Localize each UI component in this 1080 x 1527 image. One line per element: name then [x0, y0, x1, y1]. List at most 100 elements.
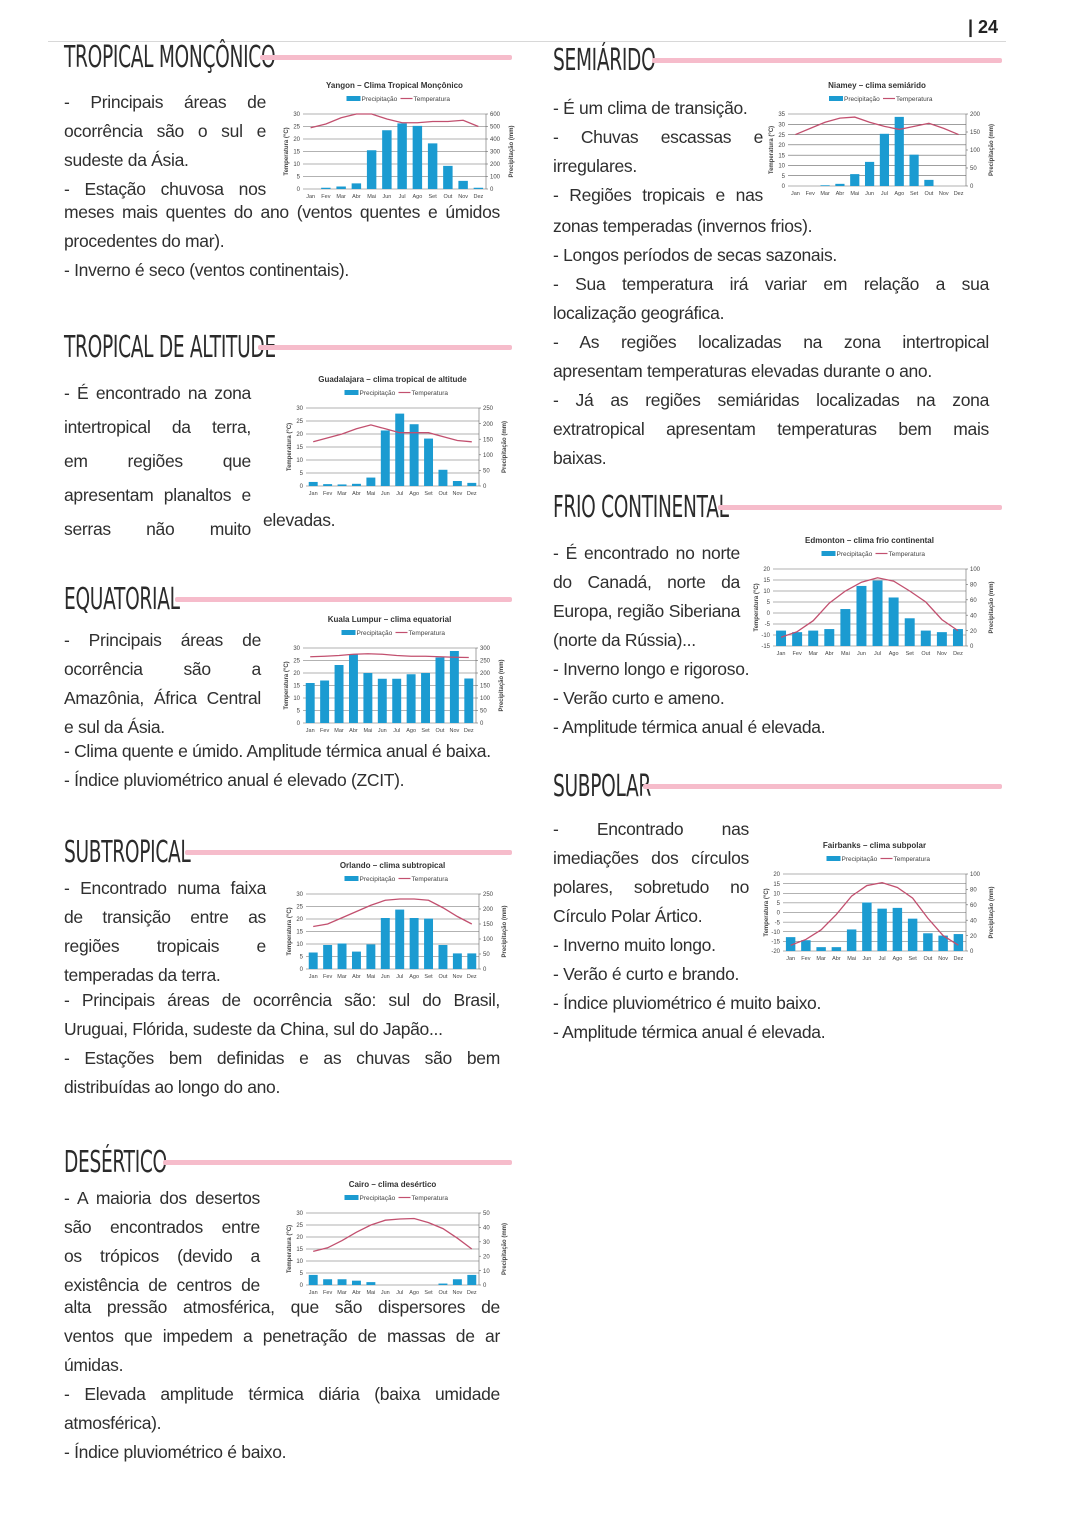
precip-bar-fev [801, 940, 811, 951]
y2-tick-label: 100 [483, 453, 494, 459]
climate-chart-subtropical: Orlando – clima subtropical Precipitação T… [278, 858, 513, 983]
y-tick-label: 25 [293, 125, 300, 131]
text-line: temperadas da terra. [64, 965, 221, 985]
y-tick-label: -10 [761, 633, 770, 639]
precip-bar-mai [850, 174, 860, 186]
month-label: Out [443, 194, 452, 200]
y2-tick-label: 150 [970, 130, 981, 136]
y2-tick-label: 150 [483, 922, 494, 928]
text-line: Uruguai, Flórida, sudeste da China, sul … [64, 1019, 443, 1039]
text-line: serras não muito [64, 519, 251, 539]
month-label: Ago [409, 1290, 419, 1296]
precip-bar-out [924, 179, 934, 186]
text-line: úmidas. [64, 1355, 124, 1375]
y-tick-label: -5 [765, 622, 771, 628]
month-label: Dez [467, 974, 477, 980]
month-label: Mai [850, 191, 859, 197]
month-label: Jul [874, 651, 881, 657]
heading-underline-bar [175, 597, 512, 602]
month-label: Jan [791, 191, 800, 197]
y-tick-label: -15 [771, 940, 780, 946]
text-line: sudeste da Ásia. [64, 150, 189, 170]
precip-bar-out [920, 630, 931, 646]
precip-bar-set [904, 618, 915, 646]
precip-bar-jun [856, 585, 867, 646]
precip-bar-out [923, 933, 933, 951]
legend-precip-label: Precipitação [842, 856, 878, 863]
month-label: Abr [825, 651, 834, 657]
precip-bar-dez [467, 482, 477, 486]
y-tick-label: 15 [293, 684, 300, 690]
temperature-line [313, 424, 472, 443]
precip-bar-mar [808, 630, 819, 646]
y2-axis-label: Precipitação (mm) [989, 124, 995, 176]
month-label: Mar [337, 491, 347, 497]
y2-tick-label: 150 [483, 437, 494, 443]
y2-tick-label: 0 [483, 1283, 487, 1289]
precip-bar-mar [820, 185, 830, 186]
month-label: Jul [393, 728, 400, 734]
month-label: Out [924, 191, 933, 197]
month-label: Jun [857, 651, 866, 657]
text-line: - Principais áreas de [64, 92, 266, 112]
y-tick-label: 0 [300, 1283, 304, 1289]
section-heading-cold: FRIO CONTINENTAL [553, 490, 729, 525]
precip-bar-dez [467, 953, 477, 969]
y-tick-label: -15 [761, 644, 770, 650]
precip-bar-mai [366, 944, 376, 969]
y-tick-label: 15 [778, 153, 785, 159]
y-axis-label: Temperatura (°C) [764, 888, 770, 936]
legend-temp-label: Temperatura [412, 1195, 449, 1202]
month-label: Set [906, 651, 915, 657]
y2-axis-label: Precipitação (mm) [502, 905, 508, 957]
month-label: Mai [366, 1290, 375, 1296]
precip-bar-fev [792, 632, 803, 646]
y-tick-label: 10 [773, 891, 780, 897]
month-label: Ago [409, 974, 419, 980]
precip-bar-fev [323, 484, 333, 486]
y-tick-label: -20 [771, 949, 780, 955]
month-label: Nov [449, 728, 459, 734]
climate-chart-desertic: Cairo – clima desértico Precipitação Tempe… [278, 1177, 513, 1299]
month-label: Ago [406, 728, 416, 734]
y-axis-label: Temperatura (°C) [754, 583, 760, 631]
legend-precip-swatch [344, 390, 359, 395]
precip-bar-out [443, 165, 453, 189]
text-line: - Sua temperatura irá variar em relação … [553, 274, 989, 294]
month-label: Nov [458, 194, 468, 200]
y-tick-label: 30 [293, 646, 300, 652]
month-label: Jan [309, 974, 318, 980]
precip-bar-abr [351, 951, 361, 969]
legend-temp-label: Temperatura [412, 876, 449, 883]
section-heading-altitude: TROPICAL DE ALTITUDE [64, 330, 276, 365]
precip-bar-mai [366, 477, 376, 486]
y-tick-label: 15 [296, 445, 303, 451]
y-axis-label: Temperatura (°C) [287, 907, 293, 955]
y-tick-label: -5 [775, 920, 781, 926]
precip-bar-mai [846, 929, 857, 951]
month-label: Nov [452, 491, 462, 497]
month-label: Out [921, 651, 930, 657]
month-label: Jan [306, 728, 315, 734]
text-line: - Longos períodos de secas sazonais. [553, 245, 837, 265]
precip-bar-fev [320, 680, 330, 723]
month-label: Abr [352, 491, 361, 497]
precip-bar-abr [831, 947, 842, 951]
text-line: - Inverno longo e rigoroso. [553, 659, 750, 679]
month-label: Fev [806, 191, 815, 197]
text-line: - Principais áreas de ocorrência são: su… [64, 990, 500, 1010]
y2-tick-label: 300 [480, 646, 491, 652]
text-line: - Índice pluviométrico anual é elevado (… [64, 770, 405, 790]
month-label: Dez [473, 194, 483, 200]
temperature-line [313, 898, 473, 928]
legend-precip-swatch [344, 876, 359, 881]
precip-bar-ago [412, 125, 423, 189]
chart-svg: Orlando – clima subtropical Precipitação T… [287, 861, 508, 980]
text-line: e sul da Ásia. [64, 717, 165, 737]
month-label: Jul [396, 1290, 403, 1296]
legend-temp-label: Temperatura [412, 390, 449, 397]
month-label: Jan [309, 491, 318, 497]
climate-chart-semiarid: Niamey – clima semiárido Precipitação Temp… [760, 78, 1000, 200]
month-label: Jun [381, 1290, 390, 1296]
month-label: Nov [452, 974, 462, 980]
